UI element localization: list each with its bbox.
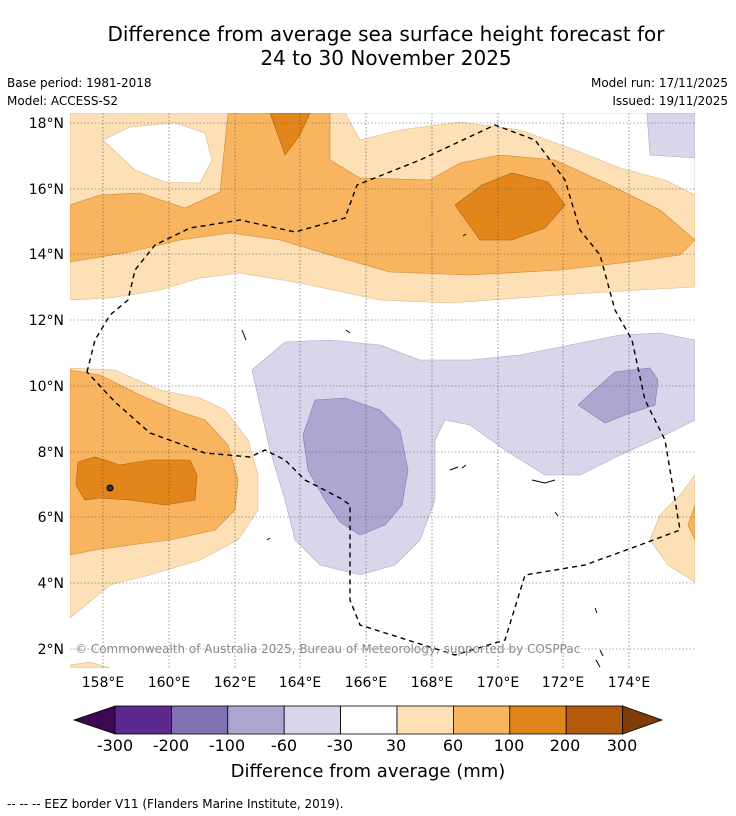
lat-labels: 18°N 16°N 14°N 12°N 10°N 8°N 6°N 4°N 2°N [29,116,64,658]
lat-label: 10°N [29,379,64,395]
colorbar-segment [114,705,172,735]
lon-label: 160°E [148,675,191,691]
neutral-patch-nw [102,122,213,184]
title-line-2: 24 to 30 November 2025 [260,46,512,70]
contour-fills [70,113,695,668]
meta-right: Model run: 17/11/2025 Issued: 19/11/2025 [591,74,728,110]
lon-label: 168°E [411,675,454,691]
colorbar [72,705,664,735]
lat-label: 6°N [38,510,64,526]
eez-footnote: -- -- -- EEZ border V11 (Flanders Marine… [7,797,344,811]
lon-label: 164°E [279,675,322,691]
colorbar-segment [170,705,229,735]
lon-label: 158°E [82,675,125,691]
colorbar-tick: 300 [606,736,638,755]
lat-label: 2°N [38,642,64,658]
chart-title: Difference from average sea surface heig… [0,22,736,70]
lat-label: 18°N [29,116,64,132]
colorbar-tick: 100 [493,736,525,755]
lon-label: 170°E [477,675,520,691]
neutral-patch-ne [344,113,695,196]
colorbar-segment [340,705,398,735]
colorbar-segment [565,705,624,735]
colorbar-label: Difference from average (mm) [230,761,506,782]
meta-left: Base period: 1981-2018 Model: ACCESS-S2 [7,74,152,110]
lon-label: 172°E [542,675,585,691]
colorbar-tick: 200 [549,736,581,755]
island [106,484,114,492]
colorbar-tick: -200 [152,736,190,755]
colorbar-tick: -30 [326,736,354,755]
lon-label: 166°E [345,675,388,691]
model-run-text: Model run: 17/11/2025 [590,76,728,90]
islands [106,233,604,668]
colorbar-tick: -60 [270,736,298,755]
contour-30-60-sw [70,661,111,668]
colorbar-arrow-high [622,705,664,735]
contour-30-60-east [649,474,695,583]
colorbar-tick: 30 [385,736,407,755]
lon-label: 162°E [214,675,257,691]
lon-labels: 158°E 160°E 162°E 164°E 166°E 168°E 170°… [82,675,651,691]
lat-label: 16°N [29,182,64,198]
lat-label: 14°N [29,247,64,263]
contour-60-100-north [70,113,695,276]
contour-100-200-north-east [454,172,566,241]
colorbar-segment [396,705,454,735]
issued-text: Issued: 19/11/2025 [612,94,728,108]
colorbar-segment [509,705,567,735]
colorbar-tick: 60 [442,736,464,755]
contour-neg60-neg100-east [577,367,659,424]
base-period-text: Base period: 1981-2018 [7,76,152,90]
colorbar-tick: -300 [96,736,134,755]
title-line-1: Difference from average sea surface heig… [107,22,665,46]
colorbar-segment [227,705,285,735]
lat-label: 8°N [38,445,64,461]
gridlines [70,113,695,668]
contour-neg30-neg60-ne [646,113,695,159]
colorbar-segment [283,705,342,735]
lat-label: 12°N [29,313,64,329]
colorbar-arrow-low [72,705,116,735]
colorbar-tick: -100 [208,736,246,755]
lon-label: 174°E [608,675,651,691]
contour-neg60-neg100-center [302,397,409,536]
copyright-text: © Commonwealth of Australia 2025, Bureau… [75,642,580,656]
lat-label: 4°N [38,576,64,592]
model-text: Model: ACCESS-S2 [7,94,119,108]
colorbar-segment [452,705,511,735]
contour-60-100-east [687,504,695,541]
contour-100-200-west [75,456,198,506]
